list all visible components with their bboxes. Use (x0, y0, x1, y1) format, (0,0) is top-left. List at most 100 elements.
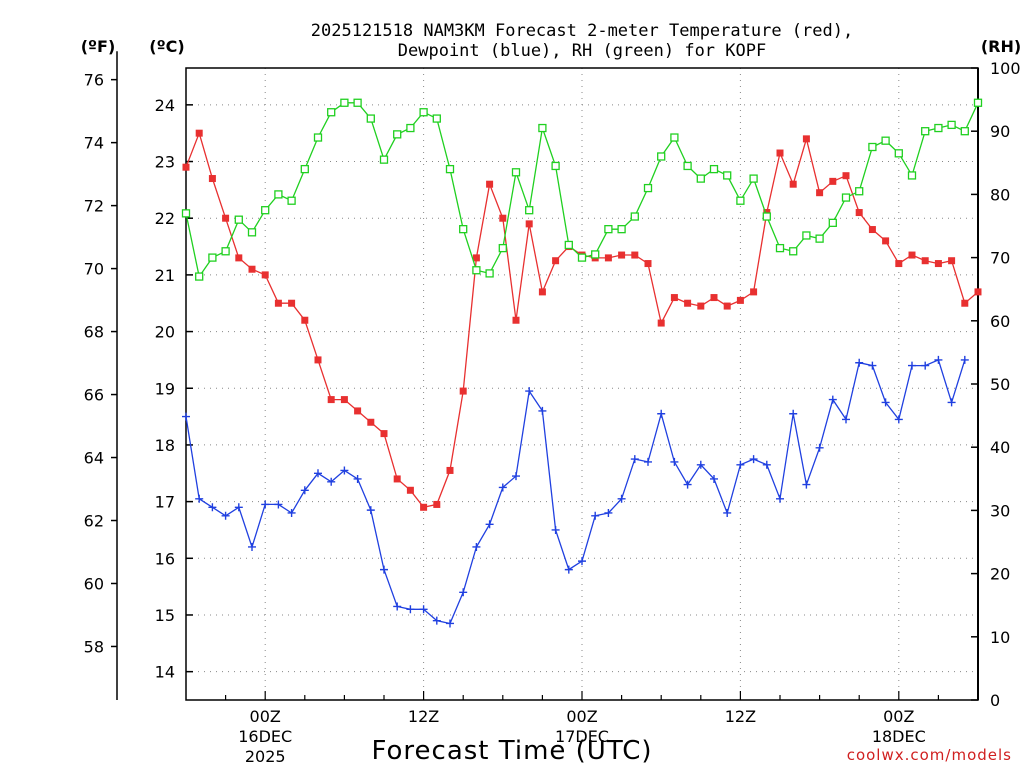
rh-tick-label: 40 (990, 438, 1010, 457)
data-point-rh (511, 168, 521, 177)
data-point-rh (696, 174, 705, 183)
data-point-dewpoint (842, 415, 850, 424)
data-point-rh (498, 243, 507, 253)
fahrenheit-tick-label: 68 (84, 323, 104, 342)
data-point-rh (775, 243, 785, 253)
data-point-2-meter-temperature (816, 189, 824, 197)
data-point-2-meter-temperature (208, 175, 216, 183)
data-point-2-meter-temperature (525, 220, 533, 228)
data-point-2-meter-temperature (961, 299, 969, 307)
x-tick-label: 00Z (250, 707, 281, 726)
data-point-dewpoint (696, 460, 705, 469)
data-point-2-meter-temperature (538, 288, 546, 296)
data-point-rh (340, 98, 349, 107)
data-point-2-meter-temperature (182, 163, 190, 171)
data-point-rh (538, 123, 547, 133)
data-point-2-meter-temperature (657, 319, 665, 327)
data-point-rh (762, 212, 771, 221)
data-point-dewpoint (353, 474, 362, 483)
data-point-dewpoint (512, 472, 520, 481)
data-point-2-meter-temperature (723, 302, 731, 310)
data-point-2-meter-temperature (393, 475, 401, 483)
data-point-2-meter-temperature (908, 251, 916, 259)
celsius-tick-label: 14 (155, 663, 175, 682)
data-point-2-meter-temperature (248, 265, 256, 273)
data-point-2-meter-temperature (697, 302, 705, 310)
data-point-rh (485, 269, 494, 278)
data-point-rh (406, 123, 415, 133)
celsius-tick-label: 20 (155, 323, 175, 342)
data-point-dewpoint (578, 557, 586, 566)
data-point-rh (657, 152, 666, 161)
data-point-dewpoint (789, 409, 798, 418)
data-point-rh (841, 193, 851, 202)
data-point-dewpoint (234, 503, 243, 512)
data-point-rh (432, 114, 441, 123)
data-point-rh (208, 253, 217, 262)
data-point-2-meter-temperature (802, 135, 810, 143)
data-point-rh (313, 133, 323, 142)
data-point-2-meter-temperature (604, 254, 612, 262)
celsius-tick-label: 21 (155, 266, 175, 285)
data-point-2-meter-temperature (670, 294, 678, 302)
x-tick-label: 12Z (725, 707, 756, 726)
data-point-2-meter-temperature (274, 299, 282, 307)
data-point-2-meter-temperature (776, 149, 784, 157)
data-point-rh (934, 123, 943, 133)
x-tick-label: 12Z (408, 707, 439, 726)
data-point-rh (459, 225, 468, 234)
data-point-2-meter-temperature (499, 214, 507, 222)
data-point-rh (353, 98, 362, 107)
data-point-rh (445, 164, 455, 174)
data-point-rh (247, 228, 257, 237)
data-point-2-meter-temperature (261, 271, 269, 279)
data-point-rh (551, 161, 560, 171)
fahrenheit-unit-label: (ºF) (81, 37, 116, 56)
rh-tick-label: 50 (990, 375, 1010, 394)
data-point-rh (802, 231, 811, 240)
data-point-dewpoint (894, 415, 903, 424)
data-point-dewpoint (314, 469, 322, 478)
data-point-dewpoint (432, 616, 441, 625)
data-point-2-meter-temperature (974, 288, 982, 296)
data-point-2-meter-temperature (222, 214, 230, 222)
data-point-2-meter-temperature (354, 407, 362, 415)
data-point-2-meter-temperature (367, 418, 375, 426)
data-point-dewpoint (419, 605, 428, 614)
data-point-2-meter-temperature (895, 260, 903, 268)
data-point-2-meter-temperature (340, 396, 348, 404)
data-point-dewpoint (670, 457, 679, 466)
data-point-rh (472, 266, 481, 275)
data-point-2-meter-temperature (855, 209, 863, 217)
data-point-2-meter-temperature (934, 260, 942, 268)
data-point-2-meter-temperature (789, 180, 797, 188)
data-point-rh (855, 187, 864, 196)
plot-frame (185, 67, 979, 701)
data-point-rh (300, 164, 309, 174)
data-point-dewpoint (657, 409, 666, 418)
data-point-rh (828, 218, 837, 227)
x-axis-label: Forecast Time (UTC) (371, 736, 652, 766)
data-point-2-meter-temperature (750, 288, 758, 296)
data-point-2-meter-temperature (882, 237, 890, 245)
data-point-2-meter-temperature (921, 257, 929, 265)
data-point-rh (736, 196, 745, 205)
data-point-2-meter-temperature (327, 396, 335, 404)
x-tick-label: 00Z (883, 707, 914, 726)
data-point-dewpoint (182, 412, 190, 421)
data-point-dewpoint (934, 355, 943, 364)
x-tick-date: 17DEC (555, 727, 609, 746)
data-point-rh (723, 171, 732, 180)
celsius-tick-label: 23 (155, 153, 175, 172)
data-point-rh (564, 240, 573, 250)
celsius-tick-label: 22 (155, 209, 175, 228)
data-point-2-meter-temperature (644, 260, 652, 268)
fahrenheit-tick-label: 74 (84, 134, 104, 153)
data-point-2-meter-temperature (948, 257, 956, 265)
data-point-dewpoint (393, 602, 402, 611)
data-point-rh (261, 206, 270, 215)
data-point-dewpoint (538, 406, 547, 415)
data-point-rh (815, 234, 824, 243)
data-point-rh (907, 171, 917, 180)
data-point-dewpoint (630, 455, 639, 464)
